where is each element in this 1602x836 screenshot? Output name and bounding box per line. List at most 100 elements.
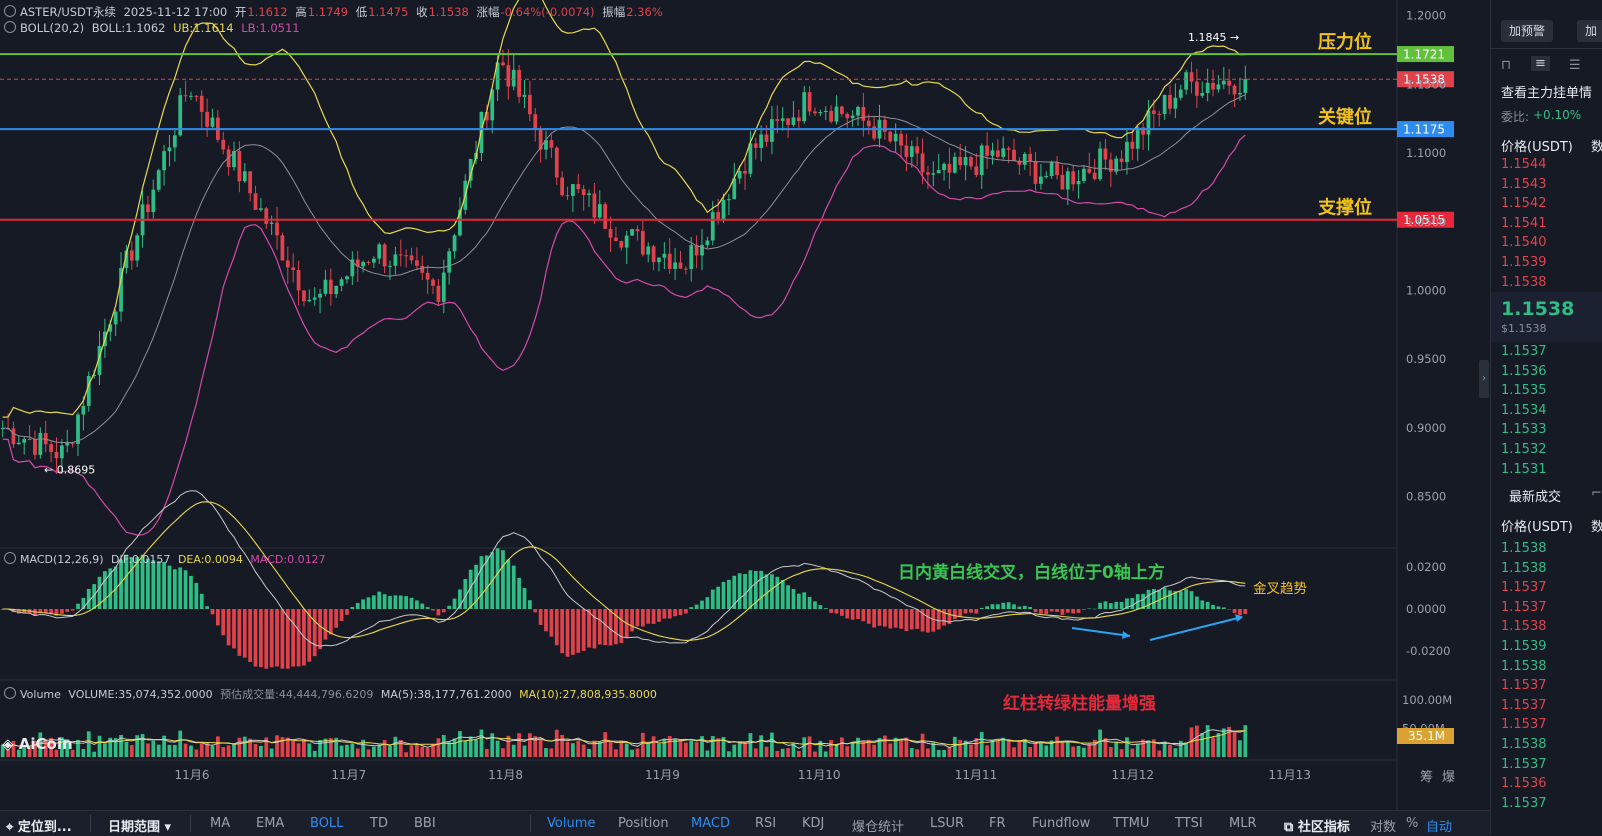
ask-price[interactable]: 1.1544	[1501, 157, 1547, 172]
major-orders-link[interactable]: 查看主力挂单情	[1501, 86, 1593, 101]
macd-histogram-bar	[786, 585, 790, 609]
resistance-price-label: 1.1721	[1403, 48, 1445, 62]
eye-icon[interactable]	[4, 5, 16, 17]
ask-price[interactable]: 1.1541	[1501, 215, 1547, 231]
bid-price[interactable]: 1.1531	[1501, 461, 1547, 477]
collapse-panel-handle[interactable]: ›	[1479, 360, 1489, 398]
sub-kdj[interactable]: KDJ	[802, 816, 825, 831]
volume-bar	[603, 732, 608, 757]
percent-toggle[interactable]: %	[1406, 816, 1419, 831]
bid-price[interactable]: 1.1537	[1501, 344, 1547, 359]
sub-macd[interactable]: MACD	[691, 816, 730, 831]
macd-histogram-bar	[296, 609, 301, 667]
sub-mlr[interactable]: MLR	[1229, 816, 1257, 831]
macd-histogram-bar	[856, 609, 860, 619]
bid-price[interactable]: 1.1536	[1501, 363, 1547, 379]
macd-histogram-bar	[199, 593, 204, 609]
candle-body	[700, 245, 704, 256]
more-tab-icon[interactable]: ⌐	[1591, 486, 1602, 501]
ask-price[interactable]: 1.1540	[1501, 235, 1547, 251]
candle-body	[544, 140, 548, 150]
eye-icon[interactable]	[4, 552, 16, 564]
macd-histogram-bar	[264, 609, 269, 669]
bid-price[interactable]: 1.1532	[1501, 442, 1547, 457]
candle-body	[571, 184, 575, 197]
volume-bar	[1243, 725, 1248, 757]
candle-body	[866, 120, 871, 127]
ask-price[interactable]: 1.1539	[1501, 255, 1547, 270]
candle-body	[915, 146, 920, 154]
volume-bar	[156, 744, 161, 757]
volume-bar	[581, 744, 586, 757]
candle-body	[199, 95, 204, 112]
indicator-ma[interactable]: MA	[210, 816, 231, 831]
liq-label[interactable]: 爆	[1442, 770, 1456, 785]
volume-bar	[1049, 740, 1054, 757]
locate-button[interactable]: ⌖ 定位到...	[6, 816, 72, 835]
eye-icon[interactable]	[4, 687, 16, 699]
bid-price[interactable]: 1.1534	[1501, 402, 1547, 418]
macd-histogram-bar	[710, 589, 715, 609]
sub-ttmu[interactable]: TTMU	[1113, 816, 1150, 831]
sub-liquidation[interactable]: 爆仓统计	[852, 820, 905, 835]
volume-bar	[318, 739, 322, 757]
macd-histogram-bar	[974, 609, 979, 614]
volume-bar	[215, 736, 220, 757]
indicator-td[interactable]: TD	[370, 816, 388, 831]
eye-icon[interactable]	[4, 21, 16, 33]
volume-bar	[431, 744, 435, 757]
chip-label[interactable]: 筹	[1420, 770, 1434, 785]
macd-histogram-bar	[1221, 607, 1226, 609]
candle-body	[33, 439, 37, 455]
bid-price[interactable]: 1.1533	[1501, 422, 1547, 438]
volume-tick-label: 100.00M	[1402, 693, 1452, 707]
sub-position[interactable]: Position	[618, 816, 669, 831]
indicator-bbi[interactable]: BBI	[414, 816, 436, 831]
sub-fr[interactable]: FR	[989, 816, 1006, 831]
latest-trades-tab[interactable]: 最新成交	[1509, 490, 1562, 505]
macd-histogram-bar	[791, 588, 796, 609]
log-toggle[interactable]: 对数	[1370, 820, 1397, 835]
candle-body	[823, 110, 828, 113]
candle-body	[1017, 160, 1022, 165]
sub-volume[interactable]: Volume	[547, 816, 596, 831]
candle-body	[947, 163, 952, 173]
macd-tick-label: 0.0000	[1406, 602, 1446, 616]
book-view-icon[interactable]: ≡	[1531, 56, 1550, 71]
candle-body	[1098, 148, 1102, 180]
auto-toggle[interactable]: 自动	[1426, 820, 1453, 835]
add-alert-button[interactable]: 加预警	[1501, 20, 1554, 42]
candle-body	[985, 145, 989, 156]
sub-ttsi[interactable]: TTSI	[1175, 816, 1203, 831]
indicator-ema[interactable]: EMA	[256, 816, 285, 831]
bid-price[interactable]: 1.1535	[1501, 383, 1547, 399]
macd-histogram-bar	[678, 609, 683, 616]
volume-bar	[151, 740, 156, 757]
macd-histogram-bar	[425, 607, 430, 609]
add-button[interactable]: 加	[1577, 20, 1602, 42]
sub-lsur[interactable]: LSUR	[930, 816, 965, 831]
date-range-button[interactable]: 日期范围 ▾	[108, 820, 172, 835]
candle-body	[468, 158, 473, 181]
macd-histogram-bar	[463, 578, 468, 609]
macd-histogram-bar	[1012, 604, 1016, 609]
depth-view-icon[interactable]: ⊓	[1501, 58, 1512, 73]
ask-price[interactable]: 1.1538	[1501, 274, 1547, 290]
kline-chart[interactable]: 1.1721 压力位 1.1175 关键位 1.0515 支撑位 1.1538 1.2000…	[0, 0, 1490, 835]
sub-rsi[interactable]: RSI	[755, 816, 777, 831]
sub-fundflow[interactable]: Fundflow	[1032, 816, 1091, 831]
volume-bar	[1065, 741, 1070, 757]
volume-bar	[345, 744, 349, 757]
volume-bar	[813, 751, 817, 757]
volume-bar	[205, 742, 209, 757]
macd-histogram-bar	[156, 561, 161, 609]
volume-bar	[108, 737, 113, 757]
community-indicators-button[interactable]: ⧉ 社区指标	[1284, 816, 1350, 835]
volume-name: Volume	[20, 688, 61, 701]
ask-price[interactable]: 1.1542	[1501, 196, 1547, 212]
candle-body	[893, 133, 898, 142]
indicator-boll[interactable]: BOLL	[310, 816, 344, 831]
list-view-icon[interactable]: ☰	[1569, 58, 1581, 73]
macd-histogram-bar	[495, 548, 500, 609]
ask-price[interactable]: 1.1543	[1501, 176, 1547, 192]
